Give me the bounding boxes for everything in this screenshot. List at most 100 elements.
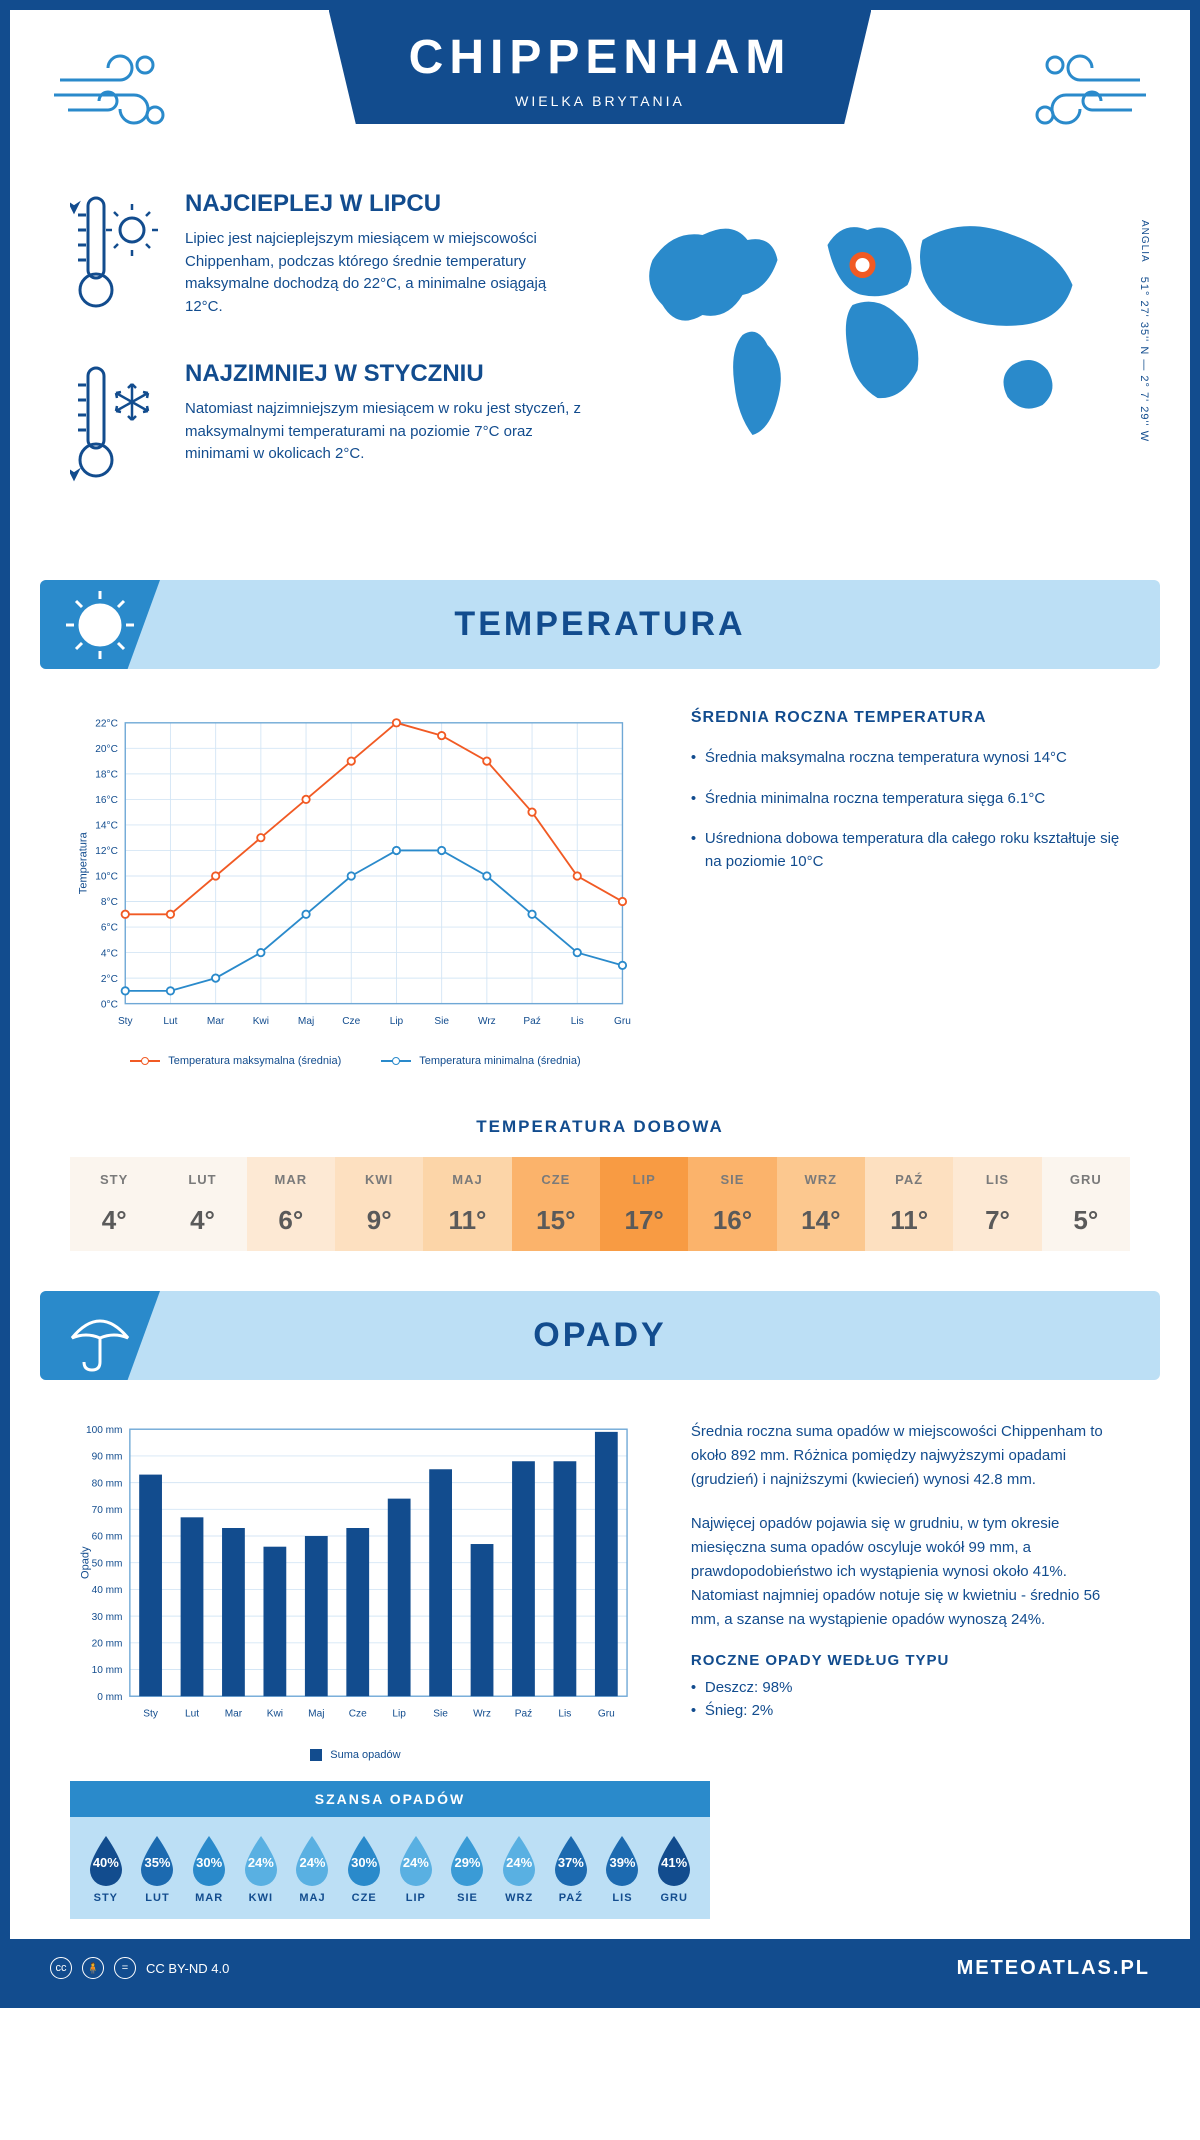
svg-text:50 mm: 50 mm <box>92 1559 123 1570</box>
chance-cell: 24%WRZ <box>493 1832 545 1904</box>
svg-text:Temperatura: Temperatura <box>78 831 90 894</box>
svg-text:30 mm: 30 mm <box>92 1612 123 1623</box>
svg-text:Lip: Lip <box>392 1709 406 1720</box>
svg-text:Gru: Gru <box>598 1709 615 1720</box>
svg-text:10 mm: 10 mm <box>92 1666 123 1677</box>
fact-cold-body: Natomiast najzimniejszym miesiącem w rok… <box>185 398 585 466</box>
infographic-container: CHIPPENHAM WIELKA BRYTANIA <box>0 0 1200 2008</box>
chance-cell: 29%SIE <box>442 1832 494 1904</box>
svg-text:Sty: Sty <box>143 1709 159 1720</box>
wind-icon-right <box>1030 40 1150 140</box>
svg-text:Mar: Mar <box>225 1709 243 1720</box>
svg-text:8°C: 8°C <box>101 897 118 908</box>
section-head-temperature: TEMPERATURA <box>40 580 1160 669</box>
temp-chart-container: 0°C2°C4°C6°C8°C10°C12°C14°C16°C18°C20°C2… <box>70 709 641 1067</box>
svg-text:Sty: Sty <box>118 1016 134 1027</box>
chance-cell: 30%CZE <box>338 1832 390 1904</box>
coordinates: ANGLIA 51° 27' 35'' N — 2° 7' 29'' W <box>1138 220 1150 442</box>
coords-text: 51° 27' 35'' N — 2° 7' 29'' W <box>1138 277 1150 442</box>
svg-text:Lis: Lis <box>558 1709 571 1720</box>
temp-stats: ŚREDNIA ROCZNA TEMPERATURA Średnia maksy… <box>691 709 1130 1067</box>
chance-grid: 40%STY35%LUT30%MAR24%KWI24%MAJ30%CZE24%L… <box>70 1817 710 1919</box>
legend-precip: Suma opadów <box>310 1749 400 1761</box>
precip-type-heading: ROCZNE OPADY WEDŁUG TYPU <box>691 1652 1130 1669</box>
svg-text:90 mm: 90 mm <box>92 1452 123 1463</box>
header: CHIPPENHAM WIELKA BRYTANIA <box>10 10 1190 160</box>
daily-cell: LUT4° <box>158 1157 246 1251</box>
section-head-precipitation: OPADY <box>40 1291 1160 1380</box>
daily-heading: TEMPERATURA DOBOWA <box>10 1117 1190 1137</box>
legend-min: Temperatura minimalna (średnia) <box>381 1055 580 1067</box>
daily-cell: LIS7° <box>953 1157 1041 1251</box>
legend-max: Temperatura maksymalna (średnia) <box>130 1055 341 1067</box>
svg-text:14°C: 14°C <box>95 821 118 832</box>
fact-coldest: NAJZIMNIEJ W STYCZNIU Natomiast najzimni… <box>70 360 585 495</box>
temp-stats-heading: ŚREDNIA ROCZNA TEMPERATURA <box>691 709 1130 727</box>
svg-text:18°C: 18°C <box>95 770 118 781</box>
daily-cell: CZE15° <box>512 1157 600 1251</box>
svg-text:Opady: Opady <box>79 1546 91 1579</box>
svg-text:Kwi: Kwi <box>253 1016 269 1027</box>
temp-stat-item: Średnia minimalna roczna temperatura się… <box>691 788 1130 811</box>
svg-text:12°C: 12°C <box>95 846 118 857</box>
svg-text:Maj: Maj <box>308 1709 324 1720</box>
title-banner: CHIPPENHAM WIELKA BRYTANIA <box>329 10 872 124</box>
facts-column: NAJCIEPLEJ W LIPCU Lipiec jest najcieple… <box>70 190 585 530</box>
svg-text:Sie: Sie <box>434 1016 449 1027</box>
world-map <box>615 190 1130 450</box>
fact-warm-body: Lipiec jest najcieplejszym miesiącem w m… <box>185 228 585 318</box>
svg-text:Paź: Paź <box>515 1709 532 1720</box>
svg-text:20°C: 20°C <box>95 744 118 755</box>
intro-row: NAJCIEPLEJ W LIPCU Lipiec jest najcieple… <box>10 160 1190 560</box>
svg-text:Lis: Lis <box>571 1016 584 1027</box>
precip-chance-panel: SZANSA OPADÓW 40%STY35%LUT30%MAR24%KWI24… <box>70 1781 710 1919</box>
svg-text:100 mm: 100 mm <box>86 1425 123 1436</box>
country-subtitle: WIELKA BRYTANIA <box>409 93 792 109</box>
license-block: cc 🧍 = CC BY-ND 4.0 <box>50 1957 229 1979</box>
section-title-precipitation: OPADY <box>533 1316 666 1354</box>
wind-icon-left <box>50 40 170 140</box>
svg-text:22°C: 22°C <box>95 718 118 729</box>
svg-text:60 mm: 60 mm <box>92 1532 123 1543</box>
precip-chart-container: 0 mm10 mm20 mm30 mm40 mm50 mm60 mm70 mm8… <box>70 1420 641 1760</box>
daily-cell: SIE16° <box>688 1157 776 1251</box>
map-column: ANGLIA 51° 27' 35'' N — 2° 7' 29'' W <box>615 190 1130 530</box>
section-title-temperature: TEMPERATURA <box>454 605 745 643</box>
chance-cell: 24%LIP <box>390 1832 442 1904</box>
chance-cell: 24%MAJ <box>287 1832 339 1904</box>
svg-text:16°C: 16°C <box>95 795 118 806</box>
precipitation-bar-chart: 0 mm10 mm20 mm30 mm40 mm50 mm60 mm70 mm8… <box>70 1420 641 1733</box>
svg-text:Cze: Cze <box>342 1016 360 1027</box>
coords-region: ANGLIA <box>1139 220 1150 263</box>
fact-cold-title: NAJZIMNIEJ W STYCZNIU <box>185 360 585 388</box>
umbrella-icon <box>60 1296 140 1376</box>
svg-text:Lut: Lut <box>185 1709 199 1720</box>
legend-max-label: Temperatura maksymalna (średnia) <box>168 1055 341 1067</box>
precip-text: Średnia roczna suma opadów w miejscowośc… <box>691 1420 1130 1760</box>
precip-legend: Suma opadów <box>70 1749 641 1761</box>
temp-stats-list: Średnia maksymalna roczna temperatura wy… <box>691 747 1130 873</box>
svg-text:Wrz: Wrz <box>473 1709 491 1720</box>
precip-para2: Najwięcej opadów pojawia się w grudniu, … <box>691 1512 1130 1632</box>
chance-cell: 37%PAŹ <box>545 1832 597 1904</box>
thermometer-sun-icon <box>70 190 160 325</box>
svg-text:6°C: 6°C <box>101 923 118 934</box>
temperature-line-chart: 0°C2°C4°C6°C8°C10°C12°C14°C16°C18°C20°C2… <box>70 709 641 1040</box>
daily-cell: STY4° <box>70 1157 158 1251</box>
svg-text:Paź: Paź <box>523 1016 540 1027</box>
cc-icon: cc <box>50 1957 72 1979</box>
footer: cc 🧍 = CC BY-ND 4.0 METEOATLAS.PL <box>10 1939 1190 1998</box>
chance-cell: 35%LUT <box>132 1832 184 1904</box>
svg-text:Lip: Lip <box>390 1016 404 1027</box>
daily-cell: LIP17° <box>600 1157 688 1251</box>
temperature-section: 0°C2°C4°C6°C8°C10°C12°C14°C16°C18°C20°C2… <box>10 669 1190 1107</box>
svg-text:4°C: 4°C <box>101 948 118 959</box>
daily-cell: KWI9° <box>335 1157 423 1251</box>
fact-warmest: NAJCIEPLEJ W LIPCU Lipiec jest najcieple… <box>70 190 585 325</box>
temp-legend: Temperatura maksymalna (średnia) Tempera… <box>70 1055 641 1067</box>
fact-warm-title: NAJCIEPLEJ W LIPCU <box>185 190 585 218</box>
svg-text:Lut: Lut <box>163 1016 177 1027</box>
chance-heading: SZANSA OPADÓW <box>70 1781 710 1817</box>
thermometer-snow-icon <box>70 360 160 495</box>
nd-icon: = <box>114 1957 136 1979</box>
